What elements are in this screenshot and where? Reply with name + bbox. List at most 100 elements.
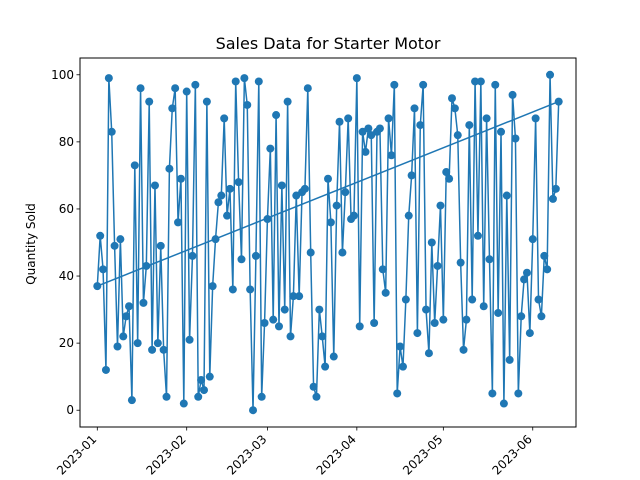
data-point	[246, 285, 255, 294]
data-point	[531, 114, 540, 123]
data-point	[101, 365, 110, 374]
data-point	[401, 295, 410, 304]
data-point	[249, 406, 258, 415]
data-point	[459, 345, 468, 354]
data-point	[162, 392, 171, 401]
data-point	[396, 342, 405, 351]
data-point	[303, 84, 312, 93]
data-point	[456, 258, 465, 267]
y-tick-label: 20	[59, 336, 74, 350]
data-point	[176, 174, 185, 183]
data-point	[274, 322, 283, 331]
data-point	[332, 201, 341, 210]
data-point	[194, 392, 203, 401]
data-point	[113, 342, 122, 351]
data-point	[479, 302, 488, 311]
data-point	[442, 168, 451, 177]
data-point	[234, 178, 243, 187]
data-point	[188, 251, 197, 260]
plot-area	[93, 70, 563, 415]
data-point	[168, 104, 177, 113]
data-point	[312, 392, 321, 401]
data-point	[427, 238, 436, 247]
data-point	[156, 241, 165, 250]
data-point	[110, 241, 119, 250]
data-point	[286, 332, 295, 341]
data-point	[416, 121, 425, 130]
data-point	[321, 362, 330, 371]
data-point	[482, 114, 491, 123]
data-point	[511, 134, 520, 143]
trend-line	[97, 100, 559, 287]
data-point	[125, 302, 134, 311]
data-point	[211, 235, 220, 244]
data-point	[381, 288, 390, 297]
data-point	[505, 355, 514, 364]
data-point	[223, 211, 232, 220]
data-point	[260, 319, 269, 328]
data-point	[217, 191, 226, 200]
data-point	[243, 100, 252, 109]
data-point	[537, 312, 546, 321]
data-point	[436, 201, 445, 210]
y-axis: 0 20 40 60 80 100	[51, 68, 80, 417]
data-point	[534, 295, 543, 304]
data-point	[130, 161, 139, 170]
data-point	[107, 127, 116, 136]
data-point	[200, 386, 208, 395]
data-point	[338, 248, 347, 257]
data-point	[398, 362, 407, 371]
data-point	[344, 114, 353, 123]
data-point	[410, 104, 419, 113]
chart-title: Sales Data for Starter Motor	[216, 34, 441, 53]
data-point	[295, 292, 304, 301]
data-point	[318, 332, 327, 341]
data-point	[153, 339, 162, 348]
data-point	[225, 184, 234, 193]
data-point	[116, 235, 125, 244]
data-point	[390, 80, 399, 89]
data-point	[197, 376, 206, 385]
data-point	[419, 80, 428, 89]
data-point	[142, 261, 151, 270]
data-point	[520, 275, 529, 284]
data-point	[205, 372, 214, 381]
data-point	[551, 184, 560, 193]
data-point	[165, 164, 174, 173]
data-point	[335, 117, 344, 126]
data-point	[150, 181, 159, 190]
data-point	[306, 248, 315, 257]
data-point	[251, 251, 260, 260]
data-point	[326, 218, 335, 227]
data-point	[448, 94, 456, 103]
data-point	[300, 184, 309, 193]
data-point	[119, 332, 128, 341]
data-point	[214, 198, 223, 207]
y-tick-label: 40	[59, 269, 74, 283]
data-point	[148, 345, 157, 354]
data-point	[387, 151, 396, 160]
data-point	[491, 80, 500, 89]
data-point	[191, 80, 200, 89]
data-point	[430, 319, 439, 328]
data-point	[139, 298, 148, 307]
data-point	[370, 319, 379, 328]
data-point	[171, 84, 180, 93]
data-point	[453, 131, 462, 140]
data-point	[517, 312, 526, 321]
data-point	[237, 255, 246, 264]
data-point	[407, 171, 416, 180]
data-point	[272, 111, 281, 120]
data-point	[352, 74, 361, 83]
data-point	[96, 231, 105, 240]
data-point	[548, 194, 557, 203]
y-tick-label: 60	[59, 202, 74, 216]
y-tick-label: 0	[66, 403, 74, 417]
data-point	[182, 87, 191, 96]
data-point	[324, 174, 332, 183]
data-point	[174, 218, 183, 227]
data-point	[497, 127, 506, 136]
data-point	[315, 305, 324, 314]
